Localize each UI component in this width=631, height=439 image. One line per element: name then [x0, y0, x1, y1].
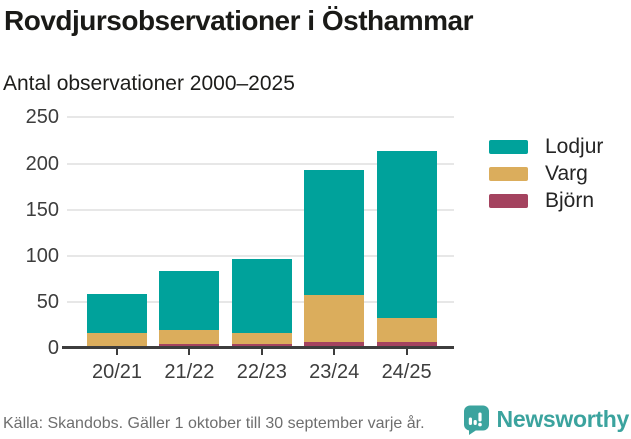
chart-title: Rovdjursobservationer i Östhammar — [4, 5, 473, 36]
legend-item-bjorn: Björn — [489, 189, 603, 212]
x-axis-tick — [116, 349, 118, 355]
x-axis-tick-label: 20/21 — [91, 361, 143, 383]
legend: Lodjur Varg Björn — [489, 135, 604, 217]
bar-segment-lodjur — [87, 293, 147, 334]
chart-subtitle: Antal observationer 2000–2025 — [3, 72, 295, 95]
bar-segment-varg — [304, 295, 365, 343]
bar-segment-bjorn — [304, 342, 365, 348]
newsworthy-logo[interactable]: Newsworthy — [462, 404, 629, 435]
bar-segment-varg — [231, 333, 292, 345]
newsworthy-wordmark: Newsworthy — [496, 406, 630, 432]
legend-swatch-lodjur — [489, 140, 528, 154]
gridline-250 — [67, 116, 454, 119]
y-axis-tick-label: 150 — [25, 198, 59, 221]
y-axis-tick-label: 250 — [25, 106, 59, 129]
bar-segment-lodjur — [231, 259, 292, 334]
x-axis-line — [62, 346, 454, 349]
legend-swatch-varg — [489, 167, 528, 181]
x-axis-tick — [333, 349, 336, 355]
legend-label-varg: Varg — [545, 162, 588, 185]
gridline-200 — [67, 162, 454, 165]
y-axis-tick-label: 200 — [25, 152, 59, 175]
newsworthy-icon — [462, 404, 490, 435]
x-axis-tick-label: 22/23 — [236, 361, 287, 383]
bar-23/24 — [304, 110, 365, 348]
x-axis-tick — [188, 349, 191, 355]
bar-24/25 — [376, 110, 437, 348]
x-axis-tick-label: 21/22 — [164, 361, 215, 383]
y-axis-tick-label: 100 — [25, 244, 59, 267]
bar-22/23 — [231, 110, 292, 348]
gridline-150 — [67, 208, 454, 211]
bar-segment-lodjur — [159, 271, 220, 330]
y-axis-tick-label: 0 — [47, 337, 59, 359]
legend-label-bjorn: Björn — [545, 189, 595, 212]
bar-segment-varg — [159, 329, 220, 345]
x-axis-tick-label: 23/24 — [309, 361, 360, 383]
bar-segment-varg — [376, 317, 437, 342]
bar-segment-lodjur — [304, 169, 365, 296]
legend-swatch-bjorn — [489, 194, 528, 208]
bar-segment-lodjur — [376, 150, 437, 318]
bar-segment-varg — [87, 333, 147, 347]
source-note: Källa: Skandobs. Gäller 1 oktober till 3… — [3, 415, 425, 432]
x-axis-tick-label: 24/25 — [381, 361, 432, 383]
x-axis-tick — [260, 349, 263, 355]
bar-21/22 — [159, 110, 220, 348]
bar-segment-bjorn — [376, 341, 437, 348]
legend-item-lodjur: Lodjur — [489, 135, 604, 158]
bar-20/21 — [87, 110, 147, 348]
legend-label-lodjur: Lodjur — [545, 135, 604, 158]
x-axis-tick — [405, 349, 408, 355]
y-axis-tick-label: 50 — [36, 290, 59, 313]
plot-area: 0 50 100 150 200 250 20/21 21/22 22/23 23/24 24/25 — [26, 106, 454, 383]
gridline-100 — [67, 254, 454, 257]
legend-item-varg: Varg — [489, 162, 603, 185]
